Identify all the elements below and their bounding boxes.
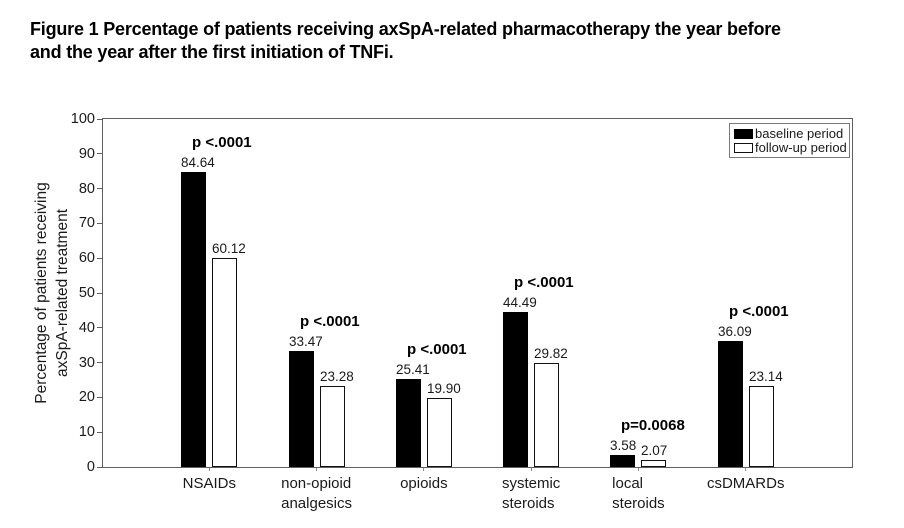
bar-value-label: 19.90 xyxy=(427,380,461,396)
figure-title-line1: Figure 1 Percentage of patients receivin… xyxy=(30,19,781,39)
x-tick xyxy=(530,468,532,471)
category-label-line: local xyxy=(612,475,644,492)
legend: baseline period follow-up period xyxy=(729,123,850,158)
category-label-line: steroids xyxy=(501,495,555,512)
bar-value-label: 29.82 xyxy=(534,346,568,362)
figure-title-line2: and the year after the first initiation … xyxy=(30,42,394,62)
bar-value-label: 3.58 xyxy=(610,437,637,453)
bar-baseline-period xyxy=(718,341,743,467)
bar-value-label: 23.14 xyxy=(749,369,783,385)
y-tick xyxy=(97,327,102,329)
y-tick xyxy=(97,222,102,224)
legend-swatch-followup xyxy=(734,143,753,153)
p-value-label: p <.0001 xyxy=(514,274,574,292)
category-label: opioids xyxy=(400,474,448,494)
legend-label-followup: follow-up period xyxy=(755,140,847,155)
bar-value-label: 2.07 xyxy=(641,442,668,458)
p-value-label: p=0.0068 xyxy=(621,416,685,434)
bar-baseline-period xyxy=(289,350,314,467)
y-tick-label: 10 xyxy=(78,424,95,441)
bar-follow-up-period xyxy=(212,257,237,467)
y-tick xyxy=(97,188,102,190)
category-label: non-opioid analgesics xyxy=(281,474,352,514)
category-label-line: systemic xyxy=(501,475,561,492)
y-tick-label: 40 xyxy=(78,319,95,336)
bar-value-label: 44.49 xyxy=(503,295,537,311)
y-tick-label: 70 xyxy=(78,215,95,232)
p-value-label: p <.0001 xyxy=(729,303,789,321)
category-label: local steroids xyxy=(612,474,665,514)
legend-label-baseline: baseline period xyxy=(755,126,844,141)
x-tick xyxy=(745,468,747,471)
x-tick xyxy=(208,468,210,471)
bar-follow-up-period xyxy=(641,459,666,467)
y-tick-label: 50 xyxy=(78,285,95,301)
figure-title: Figure 1 Percentage of patients receivin… xyxy=(30,18,890,64)
bar-follow-up-period xyxy=(749,386,774,467)
category-label-line: csDMARDs xyxy=(706,475,785,492)
legend-row-followup: follow-up period xyxy=(734,141,849,155)
category-label: NSAIDs xyxy=(183,474,236,494)
p-value-label: p <.0001 xyxy=(192,134,252,152)
bar-baseline-period xyxy=(181,172,206,467)
y-tick xyxy=(97,153,102,155)
y-axis-label-line1: Percentage of patients receiving xyxy=(33,182,50,404)
y-tick-label: 80 xyxy=(78,180,95,197)
x-tick xyxy=(423,468,425,471)
y-tick-label: 20 xyxy=(78,389,95,406)
p-value-label: p <.0001 xyxy=(407,340,467,358)
bar-value-label: 36.09 xyxy=(718,324,752,340)
bar-baseline-period xyxy=(610,454,635,467)
y-tick xyxy=(97,362,102,364)
bar-baseline-period xyxy=(396,378,421,467)
y-tick xyxy=(97,466,102,468)
bar-follow-up-period xyxy=(320,385,345,467)
y-tick xyxy=(97,292,102,294)
category-label: systemic steroids xyxy=(502,474,560,514)
y-tick xyxy=(97,396,102,398)
y-tick-label: 60 xyxy=(78,250,95,267)
y-tick-label: 0 xyxy=(86,459,95,475)
category-label-line: opioids xyxy=(400,475,448,492)
bar-value-label: 25.41 xyxy=(396,361,430,377)
category-label-line: analgesics xyxy=(281,495,353,512)
category-label: csDMARDs xyxy=(707,474,785,494)
y-tick-label: 90 xyxy=(78,145,95,162)
legend-swatch-baseline xyxy=(734,129,753,139)
bar-value-label: 60.12 xyxy=(212,240,246,256)
x-tick xyxy=(316,468,318,471)
y-tick-label: 30 xyxy=(78,354,95,371)
bar-value-label: 33.47 xyxy=(289,333,323,349)
legend-row-baseline: baseline period xyxy=(734,127,849,141)
y-tick-label: 100 xyxy=(70,111,95,127)
p-value-label: p <.0001 xyxy=(300,312,360,330)
category-label-line: NSAIDs xyxy=(182,475,236,492)
bar-baseline-period xyxy=(503,312,528,467)
bar-value-label: 23.28 xyxy=(320,368,354,384)
bar-follow-up-period xyxy=(534,363,559,467)
bar-value-label: 84.64 xyxy=(181,155,215,171)
category-label-line: non-opioid xyxy=(281,475,352,492)
x-tick xyxy=(637,468,639,471)
bar-follow-up-period xyxy=(427,397,452,467)
y-tick xyxy=(97,257,102,259)
category-label-line: steroids xyxy=(612,495,665,512)
y-tick xyxy=(97,431,102,433)
y-tick xyxy=(97,118,102,120)
